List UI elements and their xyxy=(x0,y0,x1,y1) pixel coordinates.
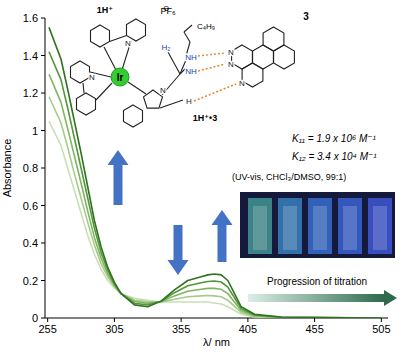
y-tick-label: 0 xyxy=(32,312,38,324)
bond xyxy=(168,52,180,74)
x-tick xyxy=(47,318,48,322)
hydrogen-bond xyxy=(194,84,236,101)
y-tick xyxy=(41,243,45,244)
progress-arrow xyxy=(248,294,384,302)
atom-label: H₂ xyxy=(162,43,171,52)
y-tick-label: 0.6 xyxy=(23,200,38,212)
x-tick xyxy=(181,318,182,322)
y-tick xyxy=(41,280,45,281)
y-tick-label: 1.6 xyxy=(23,12,38,24)
y-tick xyxy=(41,205,45,206)
ring xyxy=(242,63,263,87)
x-tick-label: 355 xyxy=(172,323,190,335)
y-tick xyxy=(41,318,45,319)
hydrogen-bond xyxy=(198,64,225,71)
x-tick xyxy=(247,318,248,322)
y-tick xyxy=(41,55,45,56)
x-tick xyxy=(114,318,115,322)
plot-area xyxy=(49,27,381,318)
axes: 255 305 355 405 455 505 0 0.2 0.4 0.6 0.8 1 1.2 1.4 1.… xyxy=(1,12,391,348)
atom-label: N xyxy=(125,39,131,48)
atom-label: NH xyxy=(185,53,197,62)
compound-label: 1H⁺•3 xyxy=(193,113,217,123)
vial xyxy=(308,198,332,254)
trend-arrow xyxy=(168,225,189,275)
x-tick xyxy=(381,318,382,322)
atom-label: N xyxy=(228,60,234,69)
vial xyxy=(368,198,392,254)
y-axis-title: Absorbance xyxy=(1,139,13,198)
bond xyxy=(96,83,112,100)
bond xyxy=(110,36,127,42)
bond xyxy=(83,83,84,93)
conditions: (UV-vis, CHCl₃/DMSO, 99:1) xyxy=(232,172,346,182)
vial-glow xyxy=(373,206,387,250)
ring xyxy=(91,25,110,47)
x-tick-label: 455 xyxy=(305,323,323,335)
spectrum-line xyxy=(49,97,381,318)
y-tick xyxy=(41,18,45,19)
ring xyxy=(71,61,90,83)
y-tick-label: 0.8 xyxy=(23,162,38,174)
figure: 255 305 355 405 455 505 0 0.2 0.4 0.6 0.8 1 1.2 1.4 1.… xyxy=(0,0,400,352)
spectrum-line xyxy=(49,52,381,318)
structure: IrH₂NHNHNHNNNNN1H⁺PF₆⊖C₄H₉31H⁺•3 xyxy=(71,4,310,127)
y-tick-label: 0.4 xyxy=(23,237,38,249)
vial-glow xyxy=(253,206,267,250)
cuvette-photo xyxy=(240,192,395,258)
vial-glow xyxy=(313,206,327,250)
x-tick-label: 405 xyxy=(239,323,257,335)
ring xyxy=(124,105,143,127)
bond xyxy=(160,100,183,108)
atom-label: NH xyxy=(185,67,197,76)
ring xyxy=(263,27,284,51)
binding-constant: K₁₁ = 1.9 x 10⁶ M⁻¹ xyxy=(292,133,376,144)
vial xyxy=(248,198,272,254)
vial xyxy=(338,198,362,254)
atom-label: N xyxy=(160,86,166,95)
y-tick-label: 1 xyxy=(32,125,38,137)
trend-arrow xyxy=(108,150,129,205)
x-tick xyxy=(314,318,315,322)
atom-label: N xyxy=(228,48,234,57)
atom-label: H xyxy=(186,97,192,106)
vial-glow xyxy=(343,206,357,250)
x-tick-label: 505 xyxy=(372,323,390,335)
progress-arrow-head xyxy=(384,290,397,306)
photo-background xyxy=(240,192,395,258)
bond xyxy=(104,47,116,70)
trend-arrow xyxy=(212,210,233,262)
y-tick xyxy=(41,130,45,131)
bond xyxy=(184,25,192,32)
y-tick xyxy=(41,168,45,169)
ring xyxy=(77,93,96,115)
caption: Progression of titration xyxy=(267,276,367,287)
y-tick-label: 0.2 xyxy=(23,275,38,287)
y-tick xyxy=(41,93,45,94)
x-tick-label: 305 xyxy=(105,323,123,335)
x-tick-label: 255 xyxy=(38,323,56,335)
atom-label: N xyxy=(89,73,95,82)
x-axis-title: λ/ nm xyxy=(203,336,230,348)
bond xyxy=(128,82,146,94)
y-tick-label: 1.4 xyxy=(23,50,38,62)
vial xyxy=(278,198,302,254)
y-tick-label: 1.2 xyxy=(23,87,38,99)
metal-centre xyxy=(111,68,129,86)
bond xyxy=(184,32,190,42)
atom-label: N xyxy=(239,79,245,88)
compound-label: 1H⁺ xyxy=(97,5,114,15)
page: {"chart_data": { "type": "line", "x_labe… xyxy=(0,0,400,352)
compound-label: 3 xyxy=(303,11,309,22)
ring xyxy=(127,19,146,41)
hydrogen-bond xyxy=(198,53,225,56)
charge-label: ⊖ xyxy=(163,4,170,13)
binding-constant: K₁₂ = 3.4 x 10⁴ M⁻¹ xyxy=(292,151,377,162)
alkyl-label: C₄H₉ xyxy=(197,22,215,31)
metal-label: Ir xyxy=(117,72,124,83)
vial-glow xyxy=(283,206,297,250)
spectrum-line xyxy=(49,27,381,318)
